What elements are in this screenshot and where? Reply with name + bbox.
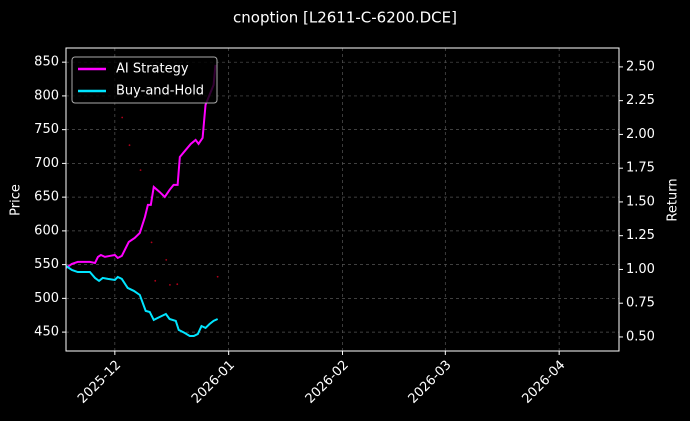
- y2-axis-label: Return: [666, 178, 681, 221]
- x-tick-label: 2026-02: [303, 358, 352, 407]
- line: [66, 64, 217, 269]
- y2-tick-label: 1.25: [626, 228, 655, 243]
- point: [128, 144, 131, 147]
- y-tick-label: 700: [34, 156, 59, 171]
- x-tick-label: 2025-12: [75, 358, 124, 407]
- y-tick-label: 600: [34, 223, 59, 238]
- plot-frame: [65, 47, 620, 352]
- x-tick-label: 2026-04: [519, 358, 568, 407]
- x-tick-label: 2026-03: [406, 358, 455, 407]
- legend-label: Buy-and-Hold: [116, 84, 204, 99]
- chart-title: cnoption [L2611-C-6200.DCE]: [233, 9, 457, 27]
- x-tick-label: 2026-01: [189, 358, 238, 407]
- point: [139, 169, 142, 172]
- y2-tick-label: 1.00: [626, 262, 655, 277]
- y-tick-label: 850: [34, 55, 59, 70]
- y-tick-label: 500: [34, 291, 59, 306]
- point: [150, 241, 153, 244]
- y-tick-label: 650: [34, 190, 59, 205]
- y2-tick-label: 2.50: [626, 59, 655, 74]
- legend-label: AI Strategy: [116, 62, 189, 77]
- y2-tick-label: 1.50: [626, 194, 655, 209]
- point: [165, 258, 168, 261]
- y2-tick-label: 2.25: [626, 93, 655, 108]
- y-tick-label: 550: [34, 257, 59, 272]
- point: [176, 283, 179, 286]
- plot-area: [66, 64, 219, 338]
- y-tick-label: 800: [34, 88, 59, 103]
- y2-tick-label: 1.75: [626, 161, 655, 176]
- point: [216, 275, 219, 278]
- point: [169, 283, 171, 286]
- y-tick-label: 750: [34, 122, 59, 137]
- legend-box: [71, 56, 218, 104]
- y2-tick-label: 2.00: [626, 127, 655, 142]
- y-axis-label: Price: [9, 184, 24, 216]
- line: [66, 265, 219, 338]
- y2-tick-label: 0.75: [626, 296, 655, 311]
- y2-tick-label: 0.50: [626, 329, 655, 344]
- y-tick-label: 450: [34, 325, 59, 340]
- point: [121, 116, 124, 119]
- point: [154, 279, 157, 282]
